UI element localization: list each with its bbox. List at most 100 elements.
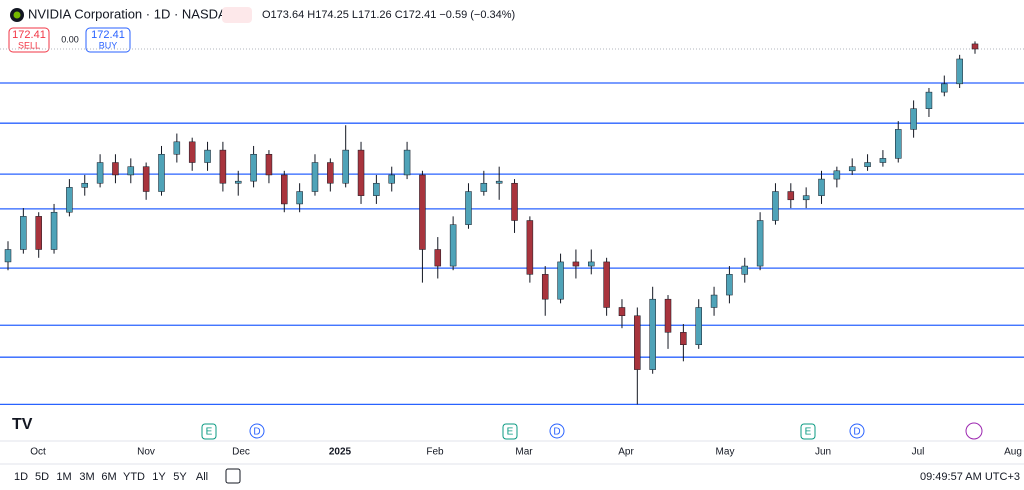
spread: 0.00 bbox=[61, 34, 79, 44]
candle-body bbox=[941, 83, 948, 93]
candle-body bbox=[588, 261, 595, 267]
candle-body bbox=[695, 307, 702, 345]
compare-btn[interactable] bbox=[222, 7, 252, 23]
timeframe-button[interactable]: 1M bbox=[56, 471, 71, 483]
x-axis-label: Jul bbox=[912, 447, 925, 458]
x-axis-label: Mar bbox=[515, 447, 533, 458]
candle-body bbox=[81, 182, 88, 188]
event-label: E bbox=[805, 427, 812, 438]
x-axis-label: Oct bbox=[30, 447, 46, 458]
timeframe-button[interactable]: YTD bbox=[123, 471, 145, 483]
event-icon[interactable] bbox=[201, 423, 217, 440]
candle-body bbox=[20, 216, 27, 250]
buy-button[interactable] bbox=[85, 27, 131, 53]
candle-body bbox=[603, 261, 610, 308]
candle-body bbox=[465, 191, 472, 225]
candle-body bbox=[158, 153, 165, 192]
x-axis-label: Aug bbox=[1004, 447, 1022, 458]
candle-body bbox=[895, 129, 902, 159]
timeframe-button[interactable]: 6M bbox=[101, 471, 116, 483]
candle-body bbox=[434, 249, 442, 267]
tv-logo: TV bbox=[12, 416, 33, 433]
event-label: D bbox=[853, 427, 860, 438]
candle-body bbox=[50, 211, 58, 250]
ohlc: O173.64 H174.25 L171.26 C172.41 −0.59 (−… bbox=[262, 9, 515, 21]
candle-body bbox=[971, 43, 979, 50]
candle-body bbox=[204, 149, 211, 163]
candle-body bbox=[741, 265, 749, 275]
candle-body bbox=[511, 182, 518, 221]
sell-price: 172.41 bbox=[12, 29, 46, 41]
split-icon[interactable] bbox=[965, 422, 983, 440]
buy-price: 172.41 bbox=[91, 29, 125, 41]
timeframe-button[interactable]: 5D bbox=[35, 471, 49, 483]
x-axis-label: Dec bbox=[232, 447, 250, 458]
candle-body bbox=[848, 166, 856, 172]
candle-body bbox=[403, 149, 411, 176]
candle-body bbox=[756, 220, 764, 267]
candle-body bbox=[234, 180, 242, 184]
event-icon[interactable] bbox=[849, 423, 865, 439]
event-label: E bbox=[507, 427, 514, 438]
candle-body bbox=[541, 274, 549, 300]
candle-body bbox=[188, 141, 196, 163]
candle-body bbox=[127, 166, 135, 176]
candle-body bbox=[956, 58, 963, 85]
candle-body bbox=[296, 191, 303, 205]
candle-body bbox=[311, 162, 319, 192]
candle-body bbox=[495, 180, 503, 184]
candle-body bbox=[572, 261, 580, 267]
candle-body bbox=[664, 298, 672, 333]
candle-body bbox=[373, 182, 380, 196]
candle-body bbox=[787, 191, 795, 201]
x-axis-label: 2025 bbox=[329, 447, 352, 458]
x-axis-label: Feb bbox=[426, 447, 444, 458]
candle-body bbox=[327, 162, 334, 184]
x-axis-label: Apr bbox=[618, 447, 634, 458]
candle-body bbox=[281, 174, 288, 205]
timeframe-button[interactable]: All bbox=[196, 471, 208, 483]
event-label: D bbox=[553, 427, 560, 438]
candle-body bbox=[802, 195, 810, 201]
candle-body bbox=[772, 191, 779, 221]
timeframe-button[interactable]: 1D bbox=[14, 471, 28, 483]
candle-body bbox=[112, 162, 119, 176]
logo-mark bbox=[13, 11, 21, 19]
candle-body bbox=[96, 162, 104, 184]
candle-body bbox=[4, 249, 12, 263]
x-axis-label: May bbox=[716, 447, 735, 458]
x-axis-label: Jun bbox=[815, 447, 831, 458]
candle-body bbox=[449, 224, 457, 267]
sell-label: SELL bbox=[18, 40, 40, 50]
candle-body bbox=[250, 153, 257, 182]
candle-body bbox=[557, 261, 564, 300]
event-icon[interactable] bbox=[249, 423, 265, 439]
timeframe-button[interactable]: 1Y bbox=[152, 471, 166, 483]
candle-body bbox=[833, 170, 841, 180]
candle-body bbox=[910, 108, 917, 130]
event-icon[interactable] bbox=[502, 423, 518, 440]
candle-body bbox=[66, 187, 73, 213]
candle-body bbox=[173, 141, 181, 155]
candle-body bbox=[818, 178, 825, 196]
sell-button[interactable] bbox=[8, 27, 50, 53]
event-icon[interactable] bbox=[549, 423, 565, 439]
candle-body bbox=[925, 91, 933, 109]
clock: 09:49:57 AM UTC+3 bbox=[920, 471, 1020, 483]
event-icon[interactable] bbox=[800, 423, 816, 440]
timeframe-button[interactable]: 5Y bbox=[173, 471, 187, 483]
candle-body bbox=[649, 298, 656, 370]
buy-label: BUY bbox=[99, 40, 118, 50]
candle-body bbox=[526, 220, 534, 275]
event-label: D bbox=[253, 427, 260, 438]
candle-body bbox=[219, 149, 227, 184]
candle-body bbox=[634, 315, 641, 370]
date-range-btn[interactable] bbox=[225, 468, 241, 484]
candle-body bbox=[342, 149, 349, 184]
x-axis-label: Nov bbox=[137, 447, 155, 458]
timeframe-button[interactable]: 3M bbox=[79, 471, 94, 483]
candle-body bbox=[388, 174, 395, 184]
